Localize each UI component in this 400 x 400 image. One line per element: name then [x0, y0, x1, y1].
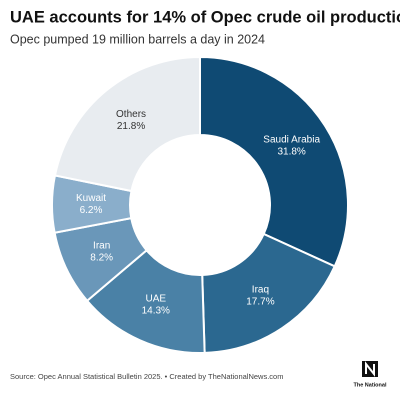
slice-label: Others [116, 109, 146, 120]
slice-value-label: 17.7% [246, 296, 274, 307]
slice-label: Iran [93, 241, 110, 252]
donut-slice [201, 232, 337, 354]
slice-value-label: 8.2% [90, 253, 113, 264]
brand-name: The National [353, 382, 386, 388]
donut-slice [199, 55, 349, 268]
slice-value-label: 6.2% [80, 205, 103, 216]
slice-value-label: 31.8% [277, 147, 305, 158]
chart-subtitle: Opec pumped 19 million barrels a day in … [10, 32, 265, 46]
donut-slice [53, 55, 201, 193]
chart-title: UAE accounts for 14% of Opec crude oil p… [10, 8, 400, 26]
slice-value-label: 21.8% [117, 121, 145, 132]
slice-value-label: 14.3% [142, 305, 170, 316]
source-note: Source: Opec Annual Statistical Bulletin… [10, 372, 283, 381]
slice-label: UAE [145, 293, 166, 304]
slice-label: Iraq [252, 284, 269, 295]
brand-logo-mark [365, 361, 375, 377]
slice-label: Saudi Arabia [263, 135, 320, 146]
slice-label: Kuwait [76, 193, 106, 204]
